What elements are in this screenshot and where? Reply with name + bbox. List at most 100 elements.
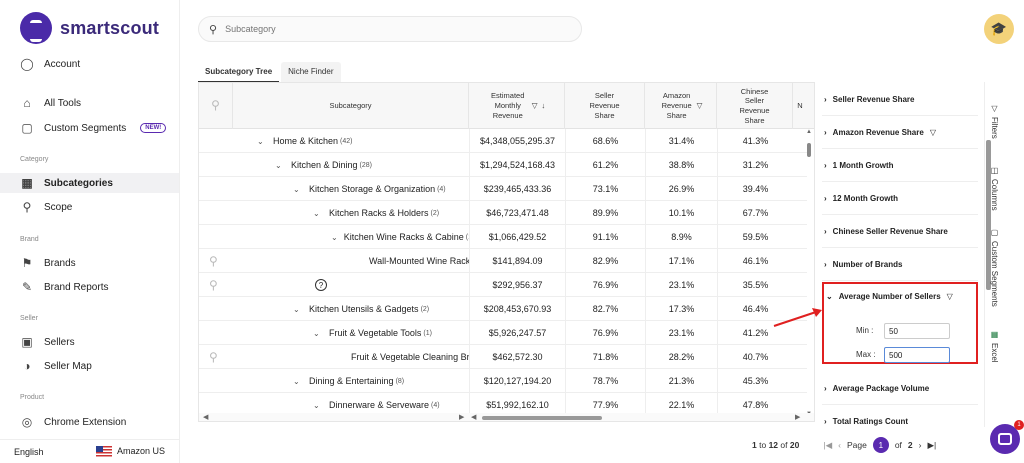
filter-amazon-revenue-share[interactable]: › Amazon Revenue Share ▽ — [822, 117, 978, 149]
header-revenue[interactable]: Estimated Monthly Revenue ▽ ↓ — [469, 83, 565, 129]
table-row[interactable]: ⌄ Home & Kitchen (42) $4,348,055,295.37 68.6… — [199, 129, 807, 153]
sidebar-item-scope[interactable]: ⚲ Scope — [20, 197, 73, 217]
sort-down-icon[interactable]: ↓ — [541, 101, 546, 111]
subcategory-cell[interactable]: ⌄ Fruit & Vegetable Tools (1) — [313, 321, 469, 345]
subcategory-count: (28) — [359, 161, 372, 169]
last-page-icon[interactable]: ▶| — [927, 439, 937, 450]
table-row[interactable]: ⌄ Dining & Entertaining (8) $120,127,194.20… — [199, 369, 807, 393]
subcategory-cell[interactable]: ⌄ Kitchen Wine Racks & Cabine(1) — [331, 225, 469, 249]
subcategory-cell[interactable]: ⌄ Kitchen Utensils & Gadgets (2) — [293, 297, 469, 321]
header-amazon-share[interactable]: Amazon Revenue Share ▽ — [645, 83, 717, 129]
min-input[interactable] — [884, 323, 950, 339]
filter-total-ratings-count[interactable]: › Total Ratings Count — [822, 406, 978, 427]
next-page-icon[interactable]: › — [918, 440, 922, 450]
chevron-down-icon[interactable]: ⌄ — [293, 376, 300, 386]
seller-share-cell: 73.1% — [565, 177, 645, 201]
table-row[interactable]: ⚲? $292,956.37 76.9% 23.1% 35.5% — [199, 273, 807, 297]
sidebar-item-sellers[interactable]: ▣ Sellers — [20, 332, 74, 352]
scroll-up-icon[interactable]: ▲ — [806, 129, 812, 135]
scroll-right-icon[interactable]: ▶ — [459, 414, 465, 421]
filter-average-number-of-sellers: ⌄ Average Number of Sellers ▽ Min : Max : — [822, 282, 978, 364]
search-icon[interactable]: ⚲ — [209, 254, 218, 268]
chevron-down-icon[interactable]: ⌄ — [257, 136, 264, 146]
vertical-scroll-thumb[interactable] — [807, 143, 811, 157]
search-icon[interactable]: ⚲ — [209, 350, 218, 364]
header-chinese-share[interactable]: Chinese Seller Revenue Share — [717, 83, 793, 129]
header-search-icon[interactable]: ⚲ — [199, 83, 233, 129]
current-page[interactable]: 1 — [872, 437, 889, 453]
rail-columns[interactable]: ◫ Columns — [990, 166, 999, 211]
filter-average-package-volume[interactable]: › Average Package Volume — [822, 373, 978, 405]
sidebar-item-chrome-extension[interactable]: ◎ Chrome Extension — [20, 412, 127, 432]
seller-share-cell: 71.8% — [565, 345, 645, 369]
table-row[interactable]: ⚲ Fruit & Vegetable Cleaning Brus $462,572… — [199, 345, 807, 369]
subcategory-cell[interactable]: ⌄ Kitchen Storage & Organization (4) — [293, 177, 469, 201]
subcategory-cell[interactable]: ⌄ Dinnerware & Serveware (4) — [313, 393, 469, 417]
chevron-down-icon[interactable]: ⌄ — [313, 328, 320, 338]
chevron-down-icon[interactable]: ⌄ — [331, 232, 338, 242]
search-input[interactable] — [225, 24, 546, 34]
tab-niche-finder[interactable]: Niche Finder — [281, 62, 341, 83]
subcategory-cell[interactable]: ⌄ Kitchen & Dining (28) — [275, 153, 469, 177]
chinese-share-cell: 45.3% — [717, 369, 793, 393]
logo[interactable]: smartscout — [20, 12, 159, 44]
scroll-right-icon[interactable]: ▶ — [795, 414, 801, 421]
filter-seller-revenue-share[interactable]: › Seller Revenue Share — [822, 84, 978, 116]
rail-filters[interactable]: ▽ Filters — [990, 104, 999, 139]
chevron-down-icon[interactable]: ⌄ — [313, 400, 320, 410]
marketplace-selector[interactable]: Amazon US — [95, 446, 165, 458]
academy-icon[interactable]: 🎓 — [984, 14, 1014, 44]
table-row[interactable]: ⌄ Kitchen & Dining (28) $1,294,524,168.43 61… — [199, 153, 807, 177]
chevron-down-icon[interactable]: ⌄ — [293, 184, 300, 194]
filters-scroll-thumb[interactable] — [986, 140, 991, 290]
subcategory-cell[interactable]: ⌄ Dining & Entertaining (8) — [293, 369, 469, 393]
sidebar-item-all-tools[interactable]: ⌂ All Tools — [20, 93, 81, 113]
table-row[interactable]: ⌄ Kitchen Racks & Holders (2) $46,723,471.4… — [199, 201, 807, 225]
max-input[interactable] — [884, 347, 950, 363]
subcategory-cell[interactable] — [217, 273, 469, 297]
header-next[interactable]: N — [797, 101, 803, 111]
filter-icon[interactable]: ▽ — [531, 101, 538, 111]
filter-icon[interactable]: ▽ — [696, 101, 703, 111]
subcategory-cell[interactable]: Wall-Mounted Wine Racks — [369, 249, 469, 273]
table-row[interactable]: ⌄ Fruit & Vegetable Tools (1) $5,926,247.57… — [199, 321, 807, 345]
vertical-scrollbar[interactable]: ▲ ▼ — [804, 129, 814, 421]
tab-subcategory-tree[interactable]: Subcategory Tree — [198, 62, 280, 83]
subcategory-cell[interactable]: Fruit & Vegetable Cleaning Brus — [351, 345, 469, 369]
table-row[interactable]: ⌄ Kitchen Utensils & Gadgets (2) $208,453,6… — [199, 297, 807, 321]
language-selector[interactable]: English — [14, 446, 44, 457]
sidebar-item-account[interactable]: ◯ Account — [20, 54, 80, 74]
sidebar-item-subcategories[interactable]: ▦ Subcategories — [0, 173, 179, 193]
help-icon[interactable]: ? — [315, 273, 335, 297]
chevron-down-icon[interactable]: ⌄ — [293, 304, 300, 314]
filter-number-of-brands[interactable]: › Number of Brands — [822, 249, 978, 281]
header-seller-share[interactable]: Seller Revenue Share — [565, 83, 645, 129]
subcategory-cell[interactable]: ⌄ Kitchen Racks & Holders (2) — [313, 201, 469, 225]
range-summary: 1 to 12 of 20 — [752, 440, 800, 450]
first-page-icon[interactable]: |◀ — [823, 439, 833, 450]
chevron-down-icon[interactable]: ⌄ — [313, 208, 320, 218]
sidebar-item-brand-reports[interactable]: ✎ Brand Reports — [20, 277, 109, 297]
horizontal-scroll-thumb[interactable] — [482, 416, 602, 420]
sidebar-item-brands[interactable]: ⚑ Brands — [20, 253, 76, 273]
search-icon[interactable]: ⚲ — [209, 278, 218, 292]
tag-icon: ⚑ — [21, 256, 33, 270]
table-row[interactable]: ⚲ Wall-Mounted Wine Racks $141,894.09 82.9%… — [199, 249, 807, 273]
table-row[interactable]: ⌄ Kitchen Storage & Organization (4) $239,4… — [199, 177, 807, 201]
table-row[interactable]: ⌄ Kitchen Wine Racks & Cabine(1)$1,066,42… — [199, 225, 807, 249]
prev-page-icon[interactable]: ‹ — [838, 440, 841, 450]
header-subcategory[interactable]: Subcategory — [233, 83, 469, 129]
subcategory-cell[interactable]: ⌄ Home & Kitchen (42) — [257, 129, 469, 153]
scroll-left-icon[interactable]: ◀ — [203, 414, 209, 421]
rail-excel[interactable]: ▦ Excel — [990, 330, 999, 363]
horizontal-scrollbar[interactable]: ◀ ▶ ◀ ▶ — [199, 413, 814, 421]
filter-header[interactable]: ⌄ Average Number of Sellers ▽ — [826, 292, 953, 301]
filter-1-month-growth[interactable]: › 1 Month Growth — [822, 150, 978, 182]
rail-custom-segments[interactable]: ▢ Custom Segments — [990, 228, 999, 307]
filter-12-month-growth[interactable]: › 12 Month Growth — [822, 183, 978, 215]
sidebar-item-seller-map[interactable]: ◑ Seller Map — [20, 356, 91, 376]
chevron-down-icon[interactable]: ⌄ — [275, 160, 282, 170]
scroll-left-icon[interactable]: ◀ — [471, 414, 477, 421]
sidebar-item-custom-segments[interactable]: ▢ Custom Segments NEW! — [20, 118, 167, 138]
filter-chinese-seller-revenue-share[interactable]: › Chinese Seller Revenue Share — [822, 216, 978, 248]
